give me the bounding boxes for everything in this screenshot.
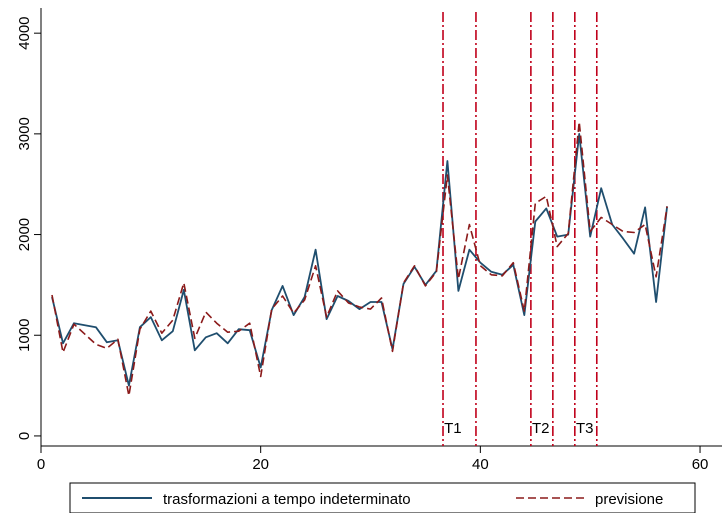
series-group [51, 121, 668, 397]
legend-label-series-1: trasformazioni a tempo indeterminato [163, 491, 411, 508]
annotation-label-3: T3 [576, 420, 594, 437]
annotation-label-2: T2 [532, 420, 550, 437]
legend: trasformazioni a tempo indeterminato pre… [69, 482, 696, 513]
x-ticks: 0 20 40 60 [37, 446, 709, 473]
y-tick-label-3: 2000 [16, 218, 33, 251]
y-tick-label-5: 4000 [16, 16, 33, 49]
series-line-1 [51, 132, 668, 387]
series-line-2 [51, 121, 668, 397]
legend-box [69, 482, 696, 513]
legend-label-series-2: previsione [595, 491, 663, 508]
y-ticks: 0 1000 2000 3000 4000 [16, 16, 41, 440]
y-tick-label-2: 1000 [16, 319, 33, 352]
y-tick-label-4: 3000 [16, 117, 33, 150]
x-tick-label-3: 40 [472, 456, 489, 473]
y-tick-label-1: 0 [16, 432, 33, 440]
annotations: T1 T2 T3 [444, 420, 593, 437]
plot-area [41, 8, 722, 446]
annotation-label-1: T1 [444, 420, 462, 437]
x-tick-label-4: 60 [692, 456, 709, 473]
x-tick-label-2: 20 [252, 456, 269, 473]
x-tick-label-1: 0 [37, 456, 45, 473]
